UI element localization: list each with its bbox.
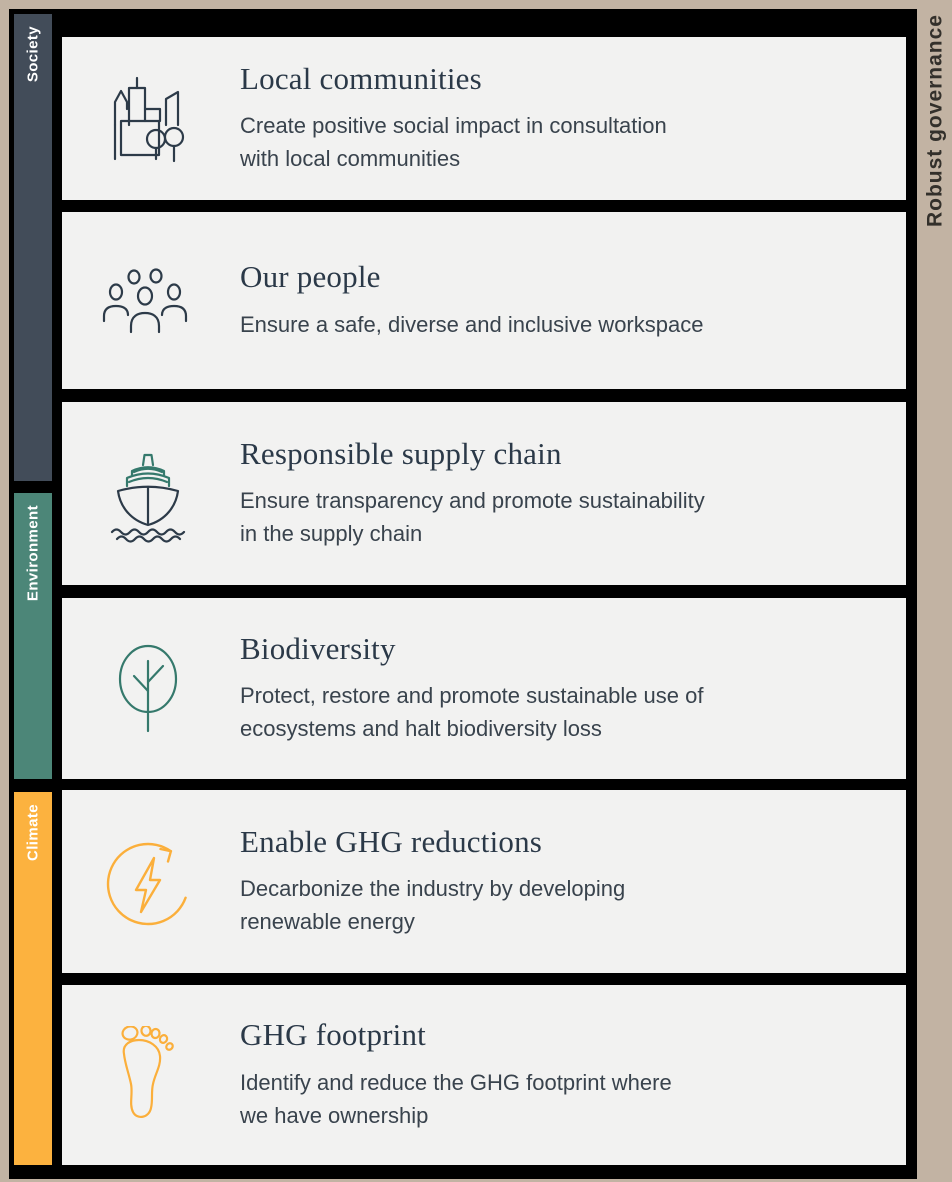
category-rail-environment: Environment [14, 493, 52, 779]
topic-card: Responsible supply chain Ensure transpar… [62, 402, 906, 585]
city-icon [96, 71, 200, 167]
card-text: Local communities Create positive social… [240, 60, 667, 175]
card-description: Identify and reduce the GHG footprint wh… [240, 1069, 672, 1128]
topic-card: Enable GHG reductions Decarbonize the in… [62, 790, 906, 973]
card-text: GHG footprint Identify and reduce the GH… [240, 1018, 672, 1131]
card-text: Biodiversity Protect, restore and promot… [240, 630, 704, 745]
topic-card: Local communities Create positive social… [62, 37, 906, 200]
topic-card: GHG footprint Identify and reduce the GH… [62, 985, 906, 1165]
category-label-climate: Climate [24, 804, 42, 861]
card-text: Responsible supply chain Ensure transpar… [240, 435, 705, 550]
card-title: GHG footprint [240, 1017, 426, 1053]
topic-card: Biodiversity Protect, restore and promot… [62, 598, 906, 779]
topic-card: Our people Ensure a safe, diverse and in… [62, 212, 906, 389]
card-title: Responsible supply chain [240, 435, 562, 471]
governance-label: Robust governance [923, 14, 946, 228]
ship-icon [96, 444, 200, 544]
card-text: Enable GHG reductions Decarbonize the in… [240, 823, 626, 938]
category-label-society: Society [24, 26, 42, 83]
category-rail-society: Society [14, 14, 52, 481]
card-title: Local communities [240, 60, 482, 96]
tree-icon [96, 639, 200, 739]
panel-background [9, 9, 917, 1179]
card-title: Biodiversity [240, 630, 396, 666]
card-description: Create positive social impact in consult… [240, 113, 667, 172]
governance-strip: Robust governance [917, 0, 952, 1182]
people-icon [96, 267, 200, 334]
card-description: Decarbonize the industry by developing r… [240, 876, 626, 935]
card-text: Our people Ensure a safe, diverse and in… [240, 260, 703, 340]
card-description: Ensure a safe, diverse and inclusive wor… [240, 311, 704, 337]
card-title: Enable GHG reductions [240, 823, 543, 859]
card-description: Ensure transparency and promote sustaina… [240, 488, 705, 547]
card-title: Our people [240, 259, 381, 295]
footprint-icon [96, 1026, 200, 1124]
renewable-energy-icon [96, 832, 200, 932]
category-rail-climate: Climate [14, 792, 52, 1165]
card-description: Protect, restore and promote sustainable… [240, 683, 704, 742]
category-label-environment: Environment [24, 505, 42, 602]
